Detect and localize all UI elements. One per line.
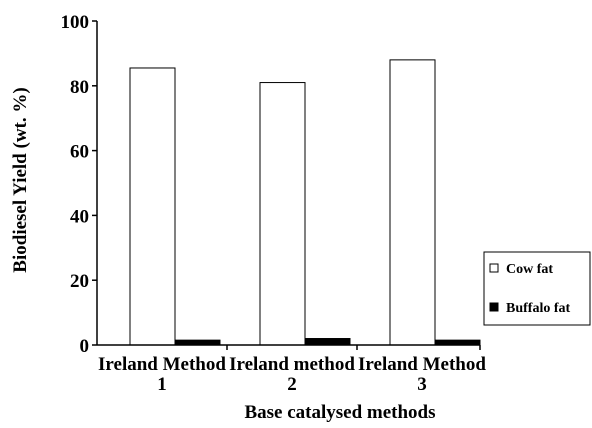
x-axis-label: Base catalysed methods — [244, 402, 435, 423]
y-tick-label: 100 — [61, 12, 90, 33]
y-axis: 0 20 40 60 80 100 — [61, 12, 98, 357]
y-tick-label: 80 — [70, 77, 89, 98]
x-tick-label-line2: 1 — [157, 374, 167, 395]
legend-label-cow-fat: Cow fat — [506, 262, 553, 277]
legend-label-buffalo-fat: Buffalo fat — [506, 301, 571, 316]
legend: Cow fat Buffalo fat — [484, 252, 590, 325]
y-tick-label: 40 — [70, 206, 89, 227]
x-tick-label-line2: 2 — [287, 374, 297, 395]
x-tick-label-line2: 3 — [417, 374, 427, 395]
legend-swatch-buffalo-fat — [490, 303, 498, 311]
bar-cow-fat — [260, 83, 305, 345]
plot-area — [130, 60, 480, 345]
bar-cow-fat — [130, 68, 175, 345]
bar-cow-fat — [390, 60, 435, 345]
y-axis-label: Biodiesel Yield (wt. %) — [10, 87, 31, 272]
x-tick-label: Ireland Method — [98, 354, 226, 375]
bar-buffalo-fat — [305, 339, 350, 345]
y-tick-label: 0 — [80, 336, 90, 357]
x-tick-label: Ireland method — [229, 354, 355, 375]
legend-swatch-cow-fat — [490, 264, 498, 272]
x-tick-label: Ireland Method — [358, 354, 486, 375]
y-tick-label: 60 — [70, 142, 89, 163]
y-tick-label: 20 — [70, 271, 89, 292]
